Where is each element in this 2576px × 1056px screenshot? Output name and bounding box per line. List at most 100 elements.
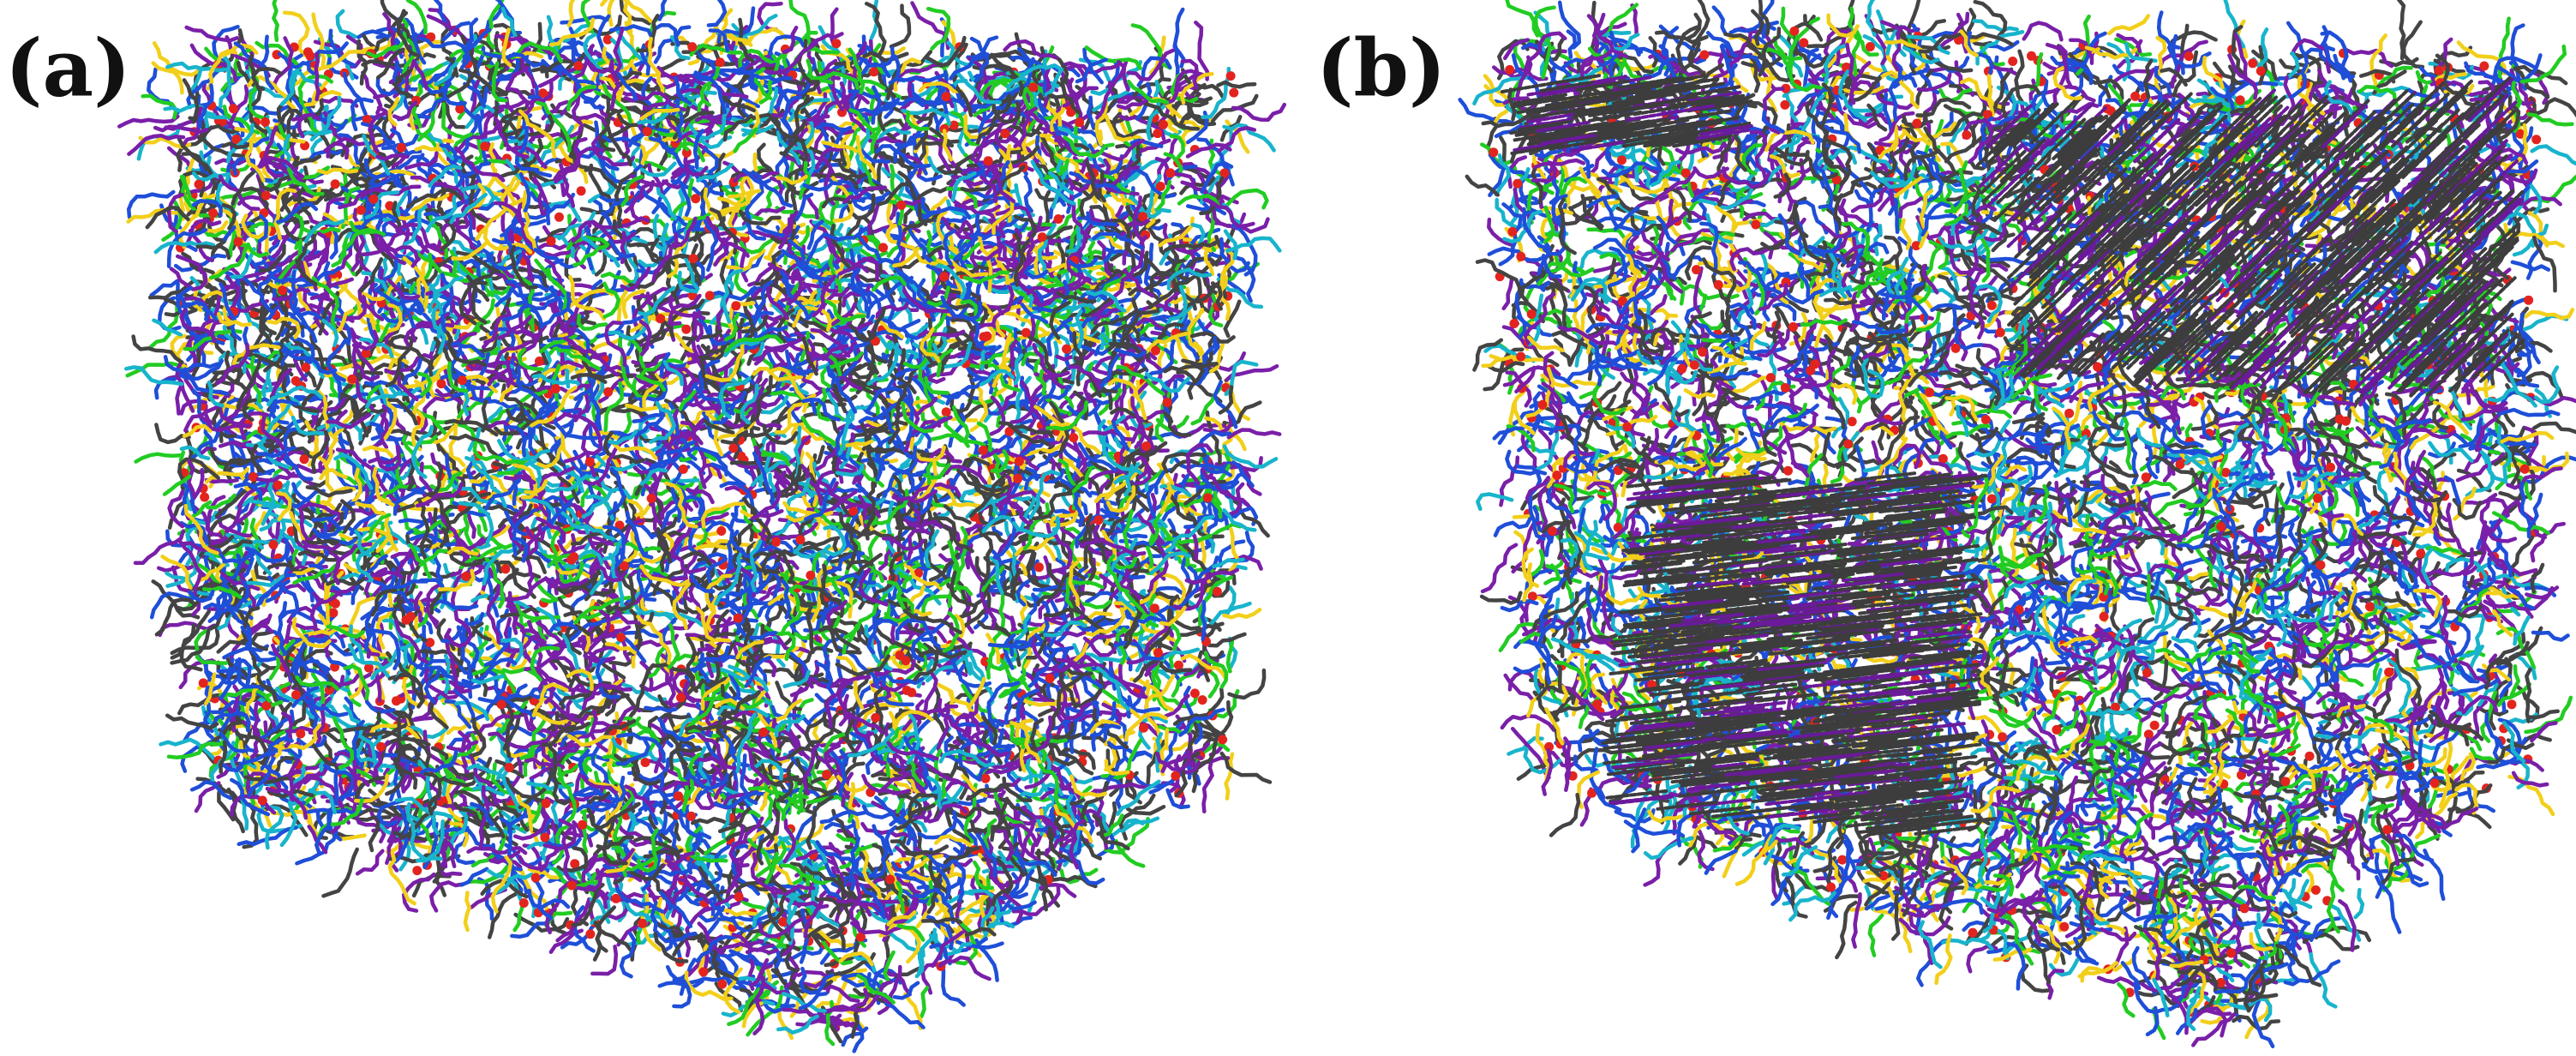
chain [272,0,279,43]
atom [480,141,490,152]
atom [198,678,208,688]
atom [301,363,311,373]
chain [920,140,955,148]
chain [838,272,884,285]
chain [195,777,246,806]
chain [1222,188,1269,210]
chain [824,821,856,831]
atom [1171,771,1181,781]
chain [889,3,912,49]
chain [319,467,348,481]
atom [200,492,210,502]
molecule-render [117,0,1287,1053]
chain [777,1008,794,1041]
chain [335,9,358,39]
chain [325,653,351,675]
atom [518,898,529,908]
atom [1202,493,1213,503]
chain [1207,632,1247,648]
atom [546,236,556,246]
chain [699,686,737,705]
atom [640,758,650,767]
chain [792,686,810,738]
chain [582,812,589,855]
chain [1174,100,1209,108]
atom [1053,214,1063,224]
chain [511,288,543,298]
chain [1229,483,1239,517]
atom [939,272,950,282]
chain [1016,573,1051,603]
chain [368,361,419,380]
atom [268,539,279,549]
panel-label: (a) [5,22,131,115]
chain [767,222,806,258]
atom [979,332,989,342]
chain [600,271,640,285]
atom [734,891,744,902]
atom [869,67,879,77]
chain [134,452,183,464]
chain [154,423,191,445]
atom [278,285,287,296]
atom [299,454,309,465]
atom [941,407,951,417]
atom [194,179,204,189]
atom [500,564,511,574]
atom [392,696,401,706]
atom [822,770,832,780]
atom [554,212,564,222]
atom [261,190,271,201]
chain [259,34,270,68]
panel-label: (b) [1316,22,1446,115]
chain [571,882,590,927]
atom [831,39,842,49]
chain [323,582,331,625]
chain [799,411,842,437]
atom [576,186,586,196]
chain [960,399,996,422]
chain [1003,137,1066,153]
atom [412,866,422,876]
chain [791,422,806,470]
atom [1034,562,1044,573]
atom [728,443,739,453]
atom [1189,688,1200,699]
chain [644,705,678,713]
atom [1197,695,1207,705]
chain [1227,668,1267,700]
chain [793,639,806,672]
chain [692,166,740,189]
chain [361,59,410,69]
chain [374,105,397,148]
chain [355,849,385,876]
chain [733,249,753,309]
atom [1212,586,1222,597]
atom [328,608,338,618]
chain [657,0,668,21]
chain [623,0,633,34]
chain [282,10,310,57]
atom [676,693,686,703]
atom [1045,674,1055,683]
chain [1201,759,1214,814]
chain [321,847,359,898]
atom [674,791,684,801]
chain [1054,198,1082,247]
chain [600,0,653,23]
atom [1139,723,1148,733]
atom [614,520,625,531]
chain [422,693,448,747]
chain [940,961,966,1007]
atom [291,375,301,386]
chain [1023,175,1033,213]
atom [1229,87,1239,98]
atom [436,379,446,389]
chain [757,1,783,32]
chain [429,880,465,913]
chain [1020,222,1054,231]
chain [790,186,798,228]
chain [920,986,930,1019]
